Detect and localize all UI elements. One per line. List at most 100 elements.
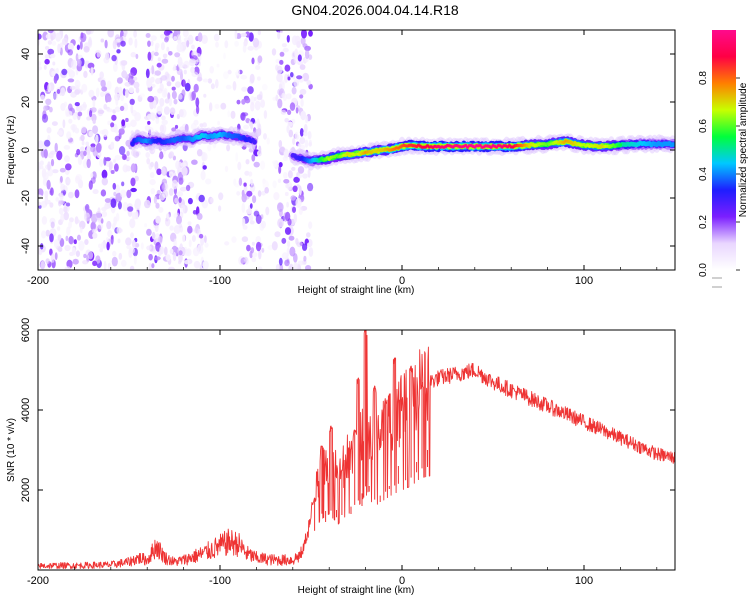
spectrogram-noise-speck bbox=[62, 119, 66, 129]
spectrogram-noise-speck bbox=[47, 83, 52, 93]
spectrogram-noise-speck bbox=[257, 55, 263, 64]
spectrogram-noise-speck bbox=[176, 113, 180, 120]
spectrogram-noise-speck bbox=[197, 244, 204, 255]
spectrogram-noise-speck bbox=[230, 110, 236, 119]
spectrogram-noise-speck bbox=[272, 180, 277, 189]
spectrogram-noise-speck bbox=[58, 199, 62, 207]
spectrogram-noise-speck bbox=[75, 250, 80, 257]
spectrogram-noise-speck bbox=[68, 191, 74, 199]
spectrogram-noise-speck bbox=[164, 246, 168, 256]
spectrogram-noise-speck bbox=[287, 240, 291, 248]
spectrogram-noise-speck bbox=[52, 61, 56, 66]
spectrogram-noise-speck bbox=[193, 260, 201, 269]
colorbar-tick-label: 0.4 bbox=[698, 167, 709, 181]
colorbar: 0.0 0.2 0.4 0.6 0.8 Normalized spectral ampl… bbox=[698, 30, 749, 288]
spectrogram-noise-speck bbox=[246, 244, 251, 252]
spectrogram-noise-speck bbox=[84, 239, 89, 245]
spectrogram-noise-speck bbox=[255, 241, 262, 252]
spectrogram-noise-speck bbox=[85, 30, 92, 35]
spectrogram-noise-speck bbox=[46, 179, 51, 190]
spectrogram-noise-speck bbox=[65, 202, 71, 207]
spectrogram-noise-speck bbox=[177, 171, 184, 181]
spectrogram-noise-speck bbox=[238, 177, 243, 186]
spectrogram-noise-speck bbox=[307, 242, 312, 247]
spectrogram-noise-speck bbox=[38, 66, 43, 71]
spectrogram-noise-speck bbox=[155, 117, 160, 125]
spectrogram-noise-speck bbox=[101, 169, 108, 179]
spectrogram-noise-speck bbox=[295, 107, 299, 114]
spectrogram-noise-speck bbox=[171, 75, 175, 82]
spectrogram-noise-speck bbox=[49, 202, 54, 208]
spectrogram-noise-speck bbox=[110, 170, 115, 174]
spectrogram-noise-speck bbox=[281, 237, 287, 244]
spectrogram-noise-speck bbox=[259, 91, 263, 101]
spectrogram-noise-speck bbox=[250, 247, 255, 254]
spectrogram-noise-speck bbox=[50, 253, 55, 263]
spectrogram-noise-speck bbox=[172, 251, 177, 262]
spectrogram-noise-speck bbox=[160, 75, 168, 81]
spectrogram-noise-speck bbox=[180, 71, 183, 81]
spectrogram-noise-speck bbox=[249, 220, 255, 225]
spectrogram-noise-speck bbox=[118, 86, 123, 97]
spectrogram-noise-speck bbox=[169, 248, 174, 254]
spectrogram-noise-speck bbox=[298, 206, 303, 215]
spectrogram-noise-speck bbox=[254, 100, 261, 111]
spectrogram-noise-speck bbox=[210, 197, 214, 204]
spectrogram-noise-speck bbox=[147, 51, 152, 61]
spectrogram-noise-speck bbox=[62, 37, 68, 46]
spectrogram-noise-speck bbox=[156, 62, 162, 68]
spectrogram-noise-speck bbox=[72, 124, 76, 133]
spectrogram-y-tick-label: 0 bbox=[20, 147, 32, 153]
spectrogram-noise-speck bbox=[133, 81, 140, 89]
spectrogram-noise-speck bbox=[74, 79, 81, 89]
spectrogram-noise-speck bbox=[64, 244, 71, 252]
spectrogram-noise-speck bbox=[166, 213, 170, 220]
spectrogram-noise-speck bbox=[113, 191, 117, 197]
spectrogram-noise-speck bbox=[102, 128, 109, 137]
spectrogram-noise-speck bbox=[140, 242, 144, 250]
spectrogram-noise-speck bbox=[296, 75, 303, 80]
spectrogram-noise-speck bbox=[101, 207, 107, 212]
spectrogram-noise-speck bbox=[159, 246, 165, 255]
spectrogram-noise-speck bbox=[104, 39, 108, 49]
spectrogram-noise-speck bbox=[296, 241, 303, 248]
spectrogram-noise-speck bbox=[293, 213, 297, 223]
spectrogram-noise-speck bbox=[193, 83, 199, 93]
spectrogram-noise-speck bbox=[278, 257, 283, 266]
spectrogram-noise-speck bbox=[299, 128, 304, 137]
spectrogram-noise-speck bbox=[92, 232, 98, 239]
spectrogram-noise-speck bbox=[284, 117, 290, 123]
snr-series-line bbox=[38, 330, 675, 570]
spectrogram-noise-speck bbox=[56, 150, 63, 161]
colorbar-label: Normalized spectral amplitude bbox=[738, 82, 749, 217]
spectrogram-noise-speck bbox=[158, 193, 166, 201]
spectrogram-noise-speck bbox=[74, 189, 80, 199]
spectrogram-noise-speck bbox=[279, 30, 283, 34]
spectrogram-noise-speck bbox=[83, 70, 88, 78]
spectrogram-noise-speck bbox=[154, 224, 159, 233]
spectrogram-noise-speck bbox=[169, 107, 176, 115]
spectrogram-noise-speck bbox=[107, 262, 111, 270]
spectrogram-noise-speck bbox=[80, 134, 85, 142]
spectrogram-noise-speck bbox=[50, 221, 55, 229]
spectrogram-noise-speck bbox=[148, 162, 153, 170]
spectrogram-noise-speck bbox=[129, 247, 135, 254]
spectrogram-noise-speck bbox=[121, 259, 127, 267]
spectrogram-noise-speck bbox=[234, 183, 240, 188]
spectrogram-noise-speck bbox=[265, 206, 270, 216]
spectrogram-noise-speck bbox=[182, 79, 186, 88]
spectrogram-noise-speck bbox=[271, 48, 277, 56]
spectrogram-noise-speck bbox=[250, 121, 254, 130]
spectrogram-noise-speck bbox=[260, 99, 265, 108]
spectrogram-noise-speck bbox=[75, 53, 79, 62]
spectrogram-noise-speck bbox=[114, 163, 119, 172]
spectrogram-noise-speck bbox=[81, 140, 85, 146]
spectrogram-noise-speck bbox=[114, 39, 118, 45]
spectrogram-noise-speck bbox=[121, 119, 126, 127]
spectrogram-noise-speck bbox=[73, 239, 77, 245]
snr-x-tick-label: 0 bbox=[399, 575, 405, 587]
spectrogram-noise-speck bbox=[240, 112, 246, 121]
spectrogram-noise-speck bbox=[108, 161, 114, 170]
spectrogram-y-ticks: -40 -20 0 20 40 bbox=[20, 48, 675, 254]
spectrogram-noise-speck bbox=[163, 87, 168, 98]
